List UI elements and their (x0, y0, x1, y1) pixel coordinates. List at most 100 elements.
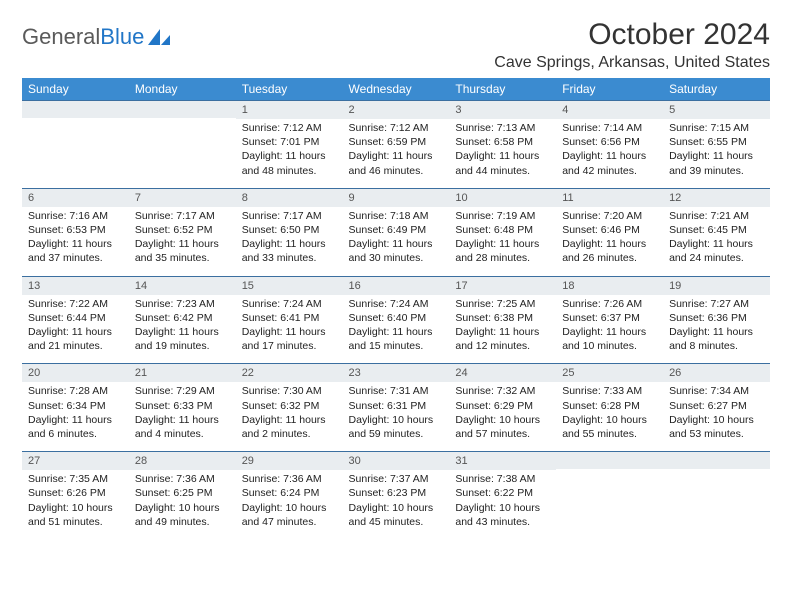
day-details: Sunrise: 7:30 AMSunset: 6:32 PMDaylight:… (236, 382, 343, 451)
day-number: 27 (22, 452, 129, 470)
daylight-text: Daylight: 10 hours and 51 minutes. (28, 501, 123, 529)
calendar-cell: 26Sunrise: 7:34 AMSunset: 6:27 PMDayligh… (663, 364, 770, 452)
sunset-text: Sunset: 7:01 PM (242, 135, 337, 149)
sunrise-text: Sunrise: 7:17 AM (242, 209, 337, 223)
calendar-cell: 2Sunrise: 7:12 AMSunset: 6:59 PMDaylight… (343, 101, 450, 189)
day-number: 29 (236, 452, 343, 470)
sunset-text: Sunset: 6:32 PM (242, 399, 337, 413)
sunrise-text: Sunrise: 7:35 AM (28, 472, 123, 486)
dayheader-thursday: Thursday (449, 78, 556, 101)
calendar-cell: 8Sunrise: 7:17 AMSunset: 6:50 PMDaylight… (236, 188, 343, 276)
calendar-cell: 7Sunrise: 7:17 AMSunset: 6:52 PMDaylight… (129, 188, 236, 276)
sunset-text: Sunset: 6:41 PM (242, 311, 337, 325)
logo-text-blue: Blue (100, 24, 144, 50)
sunrise-text: Sunrise: 7:36 AM (135, 472, 230, 486)
sunset-text: Sunset: 6:22 PM (455, 486, 550, 500)
daylight-text: Daylight: 10 hours and 57 minutes. (455, 413, 550, 441)
calendar-cell (556, 452, 663, 539)
day-details: Sunrise: 7:14 AMSunset: 6:56 PMDaylight:… (556, 119, 663, 188)
calendar-cell: 24Sunrise: 7:32 AMSunset: 6:29 PMDayligh… (449, 364, 556, 452)
day-number: 8 (236, 189, 343, 207)
day-number: 26 (663, 364, 770, 382)
day-details: Sunrise: 7:33 AMSunset: 6:28 PMDaylight:… (556, 382, 663, 451)
day-details: Sunrise: 7:26 AMSunset: 6:37 PMDaylight:… (556, 295, 663, 364)
daylight-text: Daylight: 11 hours and 19 minutes. (135, 325, 230, 353)
sunrise-text: Sunrise: 7:37 AM (349, 472, 444, 486)
sunset-text: Sunset: 6:49 PM (349, 223, 444, 237)
daylight-text: Daylight: 10 hours and 59 minutes. (349, 413, 444, 441)
daylight-text: Daylight: 10 hours and 47 minutes. (242, 501, 337, 529)
sunset-text: Sunset: 6:24 PM (242, 486, 337, 500)
calendar-week-row: 27Sunrise: 7:35 AMSunset: 6:26 PMDayligh… (22, 452, 770, 539)
day-details: Sunrise: 7:16 AMSunset: 6:53 PMDaylight:… (22, 207, 129, 276)
sunrise-text: Sunrise: 7:36 AM (242, 472, 337, 486)
calendar-cell: 1Sunrise: 7:12 AMSunset: 7:01 PMDaylight… (236, 101, 343, 189)
day-number: 13 (22, 277, 129, 295)
title-block: October 2024 Cave Springs, Arkansas, Uni… (494, 18, 770, 72)
day-number: 25 (556, 364, 663, 382)
day-number: 2 (343, 101, 450, 119)
calendar-cell: 25Sunrise: 7:33 AMSunset: 6:28 PMDayligh… (556, 364, 663, 452)
day-number (556, 452, 663, 469)
day-details: Sunrise: 7:12 AMSunset: 6:59 PMDaylight:… (343, 119, 450, 188)
dayheader-monday: Monday (129, 78, 236, 101)
sunrise-text: Sunrise: 7:33 AM (562, 384, 657, 398)
sunrise-text: Sunrise: 7:27 AM (669, 297, 764, 311)
calendar-cell: 22Sunrise: 7:30 AMSunset: 6:32 PMDayligh… (236, 364, 343, 452)
sunset-text: Sunset: 6:52 PM (135, 223, 230, 237)
calendar-week-row: 6Sunrise: 7:16 AMSunset: 6:53 PMDaylight… (22, 188, 770, 276)
logo: GeneralBlue (22, 18, 172, 50)
day-number: 10 (449, 189, 556, 207)
calendar-cell: 11Sunrise: 7:20 AMSunset: 6:46 PMDayligh… (556, 188, 663, 276)
calendar-cell: 29 Sunrise: 7:36 AMSunset: 6:24 PMDayligh… (236, 452, 343, 539)
calendar-cell: 21Sunrise: 7:29 AMSunset: 6:33 PMDayligh… (129, 364, 236, 452)
sunset-text: Sunset: 6:31 PM (349, 399, 444, 413)
day-number (663, 452, 770, 469)
daylight-text: Daylight: 11 hours and 4 minutes. (135, 413, 230, 441)
daylight-text: Daylight: 11 hours and 37 minutes. (28, 237, 123, 265)
sunrise-text: Sunrise: 7:34 AM (669, 384, 764, 398)
dayheader-tuesday: Tuesday (236, 78, 343, 101)
day-number (22, 101, 129, 118)
sunset-text: Sunset: 6:44 PM (28, 311, 123, 325)
sunrise-text: Sunrise: 7:12 AM (349, 121, 444, 135)
calendar-cell: 20Sunrise: 7:28 AMSunset: 6:34 PMDayligh… (22, 364, 129, 452)
calendar-cell (663, 452, 770, 539)
day-details (22, 118, 129, 180)
daylight-text: Daylight: 11 hours and 10 minutes. (562, 325, 657, 353)
calendar-table: Sunday Monday Tuesday Wednesday Thursday… (22, 78, 770, 539)
sunset-text: Sunset: 6:42 PM (135, 311, 230, 325)
day-details: Sunrise: 7:29 AMSunset: 6:33 PMDaylight:… (129, 382, 236, 451)
daylight-text: Daylight: 11 hours and 2 minutes. (242, 413, 337, 441)
day-number (129, 101, 236, 118)
sunrise-text: Sunrise: 7:30 AM (242, 384, 337, 398)
calendar-cell: 9Sunrise: 7:18 AMSunset: 6:49 PMDaylight… (343, 188, 450, 276)
day-details: Sunrise: 7:15 AMSunset: 6:55 PMDaylight:… (663, 119, 770, 188)
sunset-text: Sunset: 6:38 PM (455, 311, 550, 325)
sunrise-text: Sunrise: 7:20 AM (562, 209, 657, 223)
calendar-cell: 12Sunrise: 7:21 AMSunset: 6:45 PMDayligh… (663, 188, 770, 276)
day-number: 30 (343, 452, 450, 470)
sunrise-text: Sunrise: 7:18 AM (349, 209, 444, 223)
day-number: 31 (449, 452, 556, 470)
daylight-text: Daylight: 11 hours and 6 minutes. (28, 413, 123, 441)
day-details: Sunrise: 7:23 AMSunset: 6:42 PMDaylight:… (129, 295, 236, 364)
day-details: Sunrise: 7:37 AMSunset: 6:23 PMDaylight:… (343, 470, 450, 539)
calendar-cell: 27Sunrise: 7:35 AMSunset: 6:26 PMDayligh… (22, 452, 129, 539)
calendar-cell (129, 101, 236, 189)
day-details: Sunrise: 7:12 AMSunset: 7:01 PMDaylight:… (236, 119, 343, 188)
day-number: 12 (663, 189, 770, 207)
sunset-text: Sunset: 6:56 PM (562, 135, 657, 149)
day-number: 20 (22, 364, 129, 382)
calendar-header-row: Sunday Monday Tuesday Wednesday Thursday… (22, 78, 770, 101)
daylight-text: Daylight: 10 hours and 43 minutes. (455, 501, 550, 529)
sunrise-text: Sunrise: 7:24 AM (242, 297, 337, 311)
day-number: 16 (343, 277, 450, 295)
sunrise-text: Sunrise: 7:17 AM (135, 209, 230, 223)
sunrise-text: Sunrise: 7:19 AM (455, 209, 550, 223)
day-number: 19 (663, 277, 770, 295)
calendar-cell: 15Sunrise: 7:24 AMSunset: 6:41 PMDayligh… (236, 276, 343, 364)
daylight-text: Daylight: 10 hours and 55 minutes. (562, 413, 657, 441)
day-number: 21 (129, 364, 236, 382)
calendar-week-row: 1Sunrise: 7:12 AMSunset: 7:01 PMDaylight… (22, 101, 770, 189)
